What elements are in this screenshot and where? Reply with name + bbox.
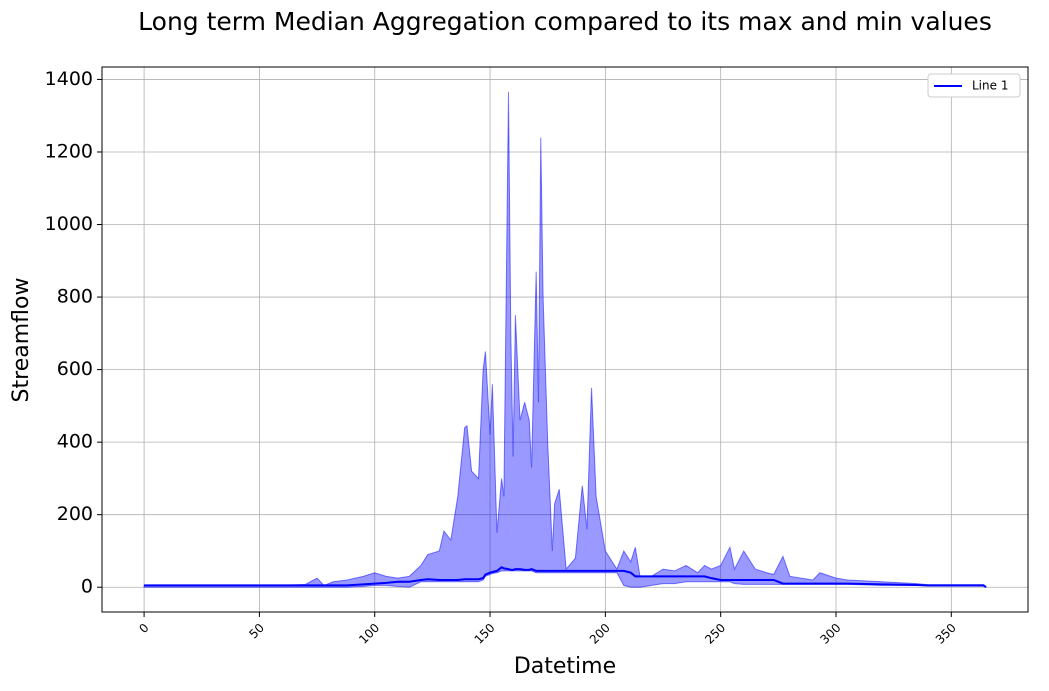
plot-frame bbox=[101, 66, 1029, 613]
x-tick-label: 100 bbox=[356, 621, 382, 647]
y-tick-label: 600 bbox=[57, 358, 93, 380]
x-tick-label: 250 bbox=[702, 621, 728, 647]
x-tick-label: 200 bbox=[587, 621, 613, 647]
x-tick-label: 350 bbox=[933, 621, 959, 647]
x-tick-label: 0 bbox=[136, 621, 151, 636]
legend-label: Line 1 bbox=[972, 79, 1008, 93]
y-tick-label: 1000 bbox=[45, 213, 93, 235]
legend-box bbox=[927, 73, 1021, 98]
x-tick-label: 300 bbox=[817, 621, 843, 647]
y-tick-label: 800 bbox=[57, 286, 93, 308]
y-tick-label: 1400 bbox=[45, 68, 93, 90]
median-line bbox=[144, 566, 987, 589]
x-tick-label: 150 bbox=[472, 621, 498, 647]
y-tick-label: 1200 bbox=[45, 140, 93, 162]
x-axis-label: Datetime bbox=[514, 654, 616, 679]
y-axis-label: Streamflow bbox=[9, 278, 34, 403]
y-tick-label: 200 bbox=[57, 503, 93, 525]
min-max-band bbox=[143, 91, 987, 589]
y-tick-label: 400 bbox=[57, 431, 93, 453]
chart-title: Long term Median Aggregation compared to… bbox=[138, 7, 992, 36]
y-tick-label: 0 bbox=[81, 576, 93, 598]
x-tick-label: 50 bbox=[246, 621, 267, 642]
